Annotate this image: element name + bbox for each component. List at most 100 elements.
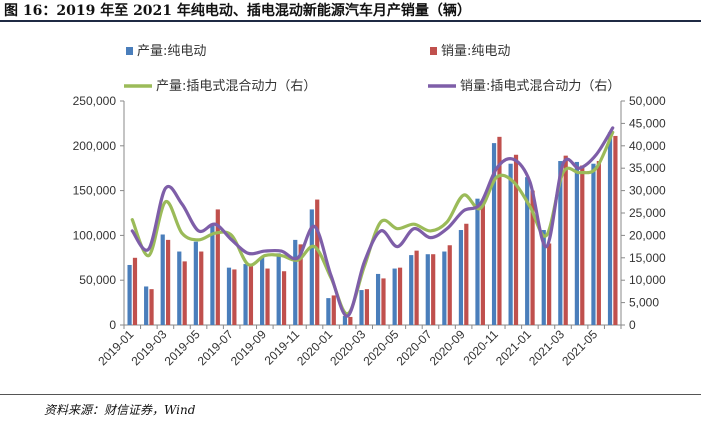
- source-note: 资料来源：财信证券，Wind: [44, 403, 196, 417]
- bar-sales-bev: [166, 239, 171, 325]
- bar-sales-bev: [513, 154, 519, 325]
- x-tick-label: 2020-03: [327, 327, 368, 368]
- bar-sales-bev: [298, 244, 303, 325]
- x-tick-label: 2020-07: [394, 327, 435, 368]
- bar-sales-bev: [315, 199, 320, 325]
- bar-sales-bev: [431, 254, 436, 325]
- bar-production-bev: [210, 223, 215, 325]
- x-tick-label: 2021-03: [526, 327, 567, 368]
- bar-sales-bev: [464, 223, 469, 325]
- bar-production-bev: [508, 163, 513, 325]
- bar-production-bev: [359, 290, 364, 325]
- right-tick-label: 0: [629, 318, 636, 332]
- bar-sales-bev: [414, 250, 419, 325]
- bar-production-bev: [342, 316, 348, 325]
- bar-production-bev: [160, 234, 165, 325]
- bar-sales-bev: [580, 165, 585, 325]
- x-tick-label: 2019-01: [95, 327, 136, 368]
- x-tick-label: 2019-03: [128, 327, 169, 368]
- legend-swatch: [126, 47, 133, 55]
- bar-sales-bev: [613, 135, 618, 325]
- bar-sales-bev: [248, 264, 254, 325]
- bar-production-bev: [442, 251, 447, 325]
- bar-sales-bev: [265, 268, 270, 325]
- bar-production-bev: [309, 209, 314, 325]
- bar-production-bev: [293, 239, 298, 325]
- bar-sales-bev: [563, 155, 568, 325]
- bar-production-bev: [525, 177, 530, 325]
- bar-production-bev: [574, 161, 579, 325]
- bar-production-bev: [193, 241, 198, 325]
- bar-sales-bev: [232, 269, 237, 325]
- x-tick-label: 2019-07: [195, 327, 236, 368]
- bar-sales-bev: [497, 136, 502, 325]
- bar-sales-bev: [215, 209, 220, 325]
- bar-sales-bev: [480, 204, 485, 325]
- bar-production-bev: [243, 264, 248, 325]
- right-tick-label: 50,000: [629, 94, 666, 108]
- bar-production-bev: [226, 267, 232, 325]
- x-tick-label: 2019-05: [162, 327, 203, 368]
- chart-canvas: 0 50,000 100,000 150,000 200,000 250,000 0 5,00…: [73, 44, 666, 368]
- bar-sales-bev: [348, 316, 353, 325]
- right-tick-label: 35,000: [629, 161, 666, 175]
- bar-production-bev: [276, 253, 281, 325]
- legend-label: 产量:插电式混合动力（右）: [156, 79, 316, 94]
- legend-label: 销量:插电式混合动力（右）: [460, 79, 620, 94]
- bar-production-bev: [392, 268, 397, 325]
- legend-swatch: [430, 47, 437, 55]
- bar-sales-bev: [182, 261, 187, 325]
- bar-sales-bev: [331, 295, 336, 325]
- bar-production-bev: [607, 132, 613, 325]
- line-sales-phev: [130, 126, 615, 318]
- bar-production-bev: [177, 251, 182, 325]
- right-tick-label: 25,000: [629, 206, 666, 220]
- right-tick-label: 45,000: [629, 116, 666, 130]
- bar-sales-bev: [547, 243, 552, 325]
- bar-production-bev: [127, 264, 132, 325]
- bar-production-bev: [326, 298, 331, 325]
- bar-sales-bev: [381, 278, 386, 325]
- right-tick-label: 20,000: [629, 228, 666, 242]
- x-tick-label: 2020-09: [427, 327, 468, 368]
- x-tick-label: 2020-05: [360, 327, 401, 368]
- bar-sales-bev: [132, 257, 138, 325]
- bar-production-bev: [558, 161, 563, 325]
- right-tick-label: 15,000: [629, 251, 666, 265]
- bar-sales-bev: [281, 271, 287, 325]
- bar-production-bev: [591, 163, 596, 325]
- left-tick-label: 50,000: [79, 273, 116, 287]
- right-tick-label: 40,000: [629, 139, 666, 153]
- right-tick-label: 10,000: [629, 273, 666, 287]
- title-rule: [0, 20, 701, 22]
- line-production-phev: [130, 130, 615, 316]
- figure-title: 图 16：2019 年至 2021 年纯电动、插电混动新能源汽车月产销量（辆）: [4, 3, 471, 19]
- bar-production-bev: [541, 230, 546, 325]
- bar-sales-bev: [149, 289, 154, 325]
- bar-sales-bev: [397, 267, 403, 325]
- source-rule: [0, 394, 701, 395]
- bar-production-bev: [144, 286, 149, 325]
- x-tick-label: 2020-01: [294, 327, 335, 368]
- bar-production-bev: [260, 256, 265, 325]
- bar-production-bev: [491, 143, 497, 325]
- right-tick-label: 30,000: [629, 184, 666, 198]
- left-tick-label: 200,000: [73, 139, 117, 153]
- bar-production-bev: [425, 254, 430, 325]
- bar-production-bev: [375, 273, 381, 325]
- x-tick-label: 2021-05: [559, 327, 600, 368]
- legend-label: 销量:纯电动: [441, 44, 510, 59]
- bar-production-bev: [409, 255, 414, 325]
- bar-sales-bev: [447, 245, 452, 325]
- right-tick-label: 5,000: [629, 296, 659, 310]
- bar-sales-bev: [530, 190, 535, 325]
- left-tick-label: 250,000: [73, 94, 117, 108]
- legend-label: 产量:纯电动: [137, 44, 206, 59]
- left-tick-label: 0: [109, 318, 116, 332]
- bar-sales-bev: [596, 161, 601, 325]
- bar-sales-bev: [364, 289, 370, 325]
- left-tick-label: 100,000: [73, 228, 117, 242]
- left-tick-label: 150,000: [73, 184, 117, 198]
- bar-sales-bev: [199, 251, 204, 325]
- bar-production-bev: [475, 198, 480, 325]
